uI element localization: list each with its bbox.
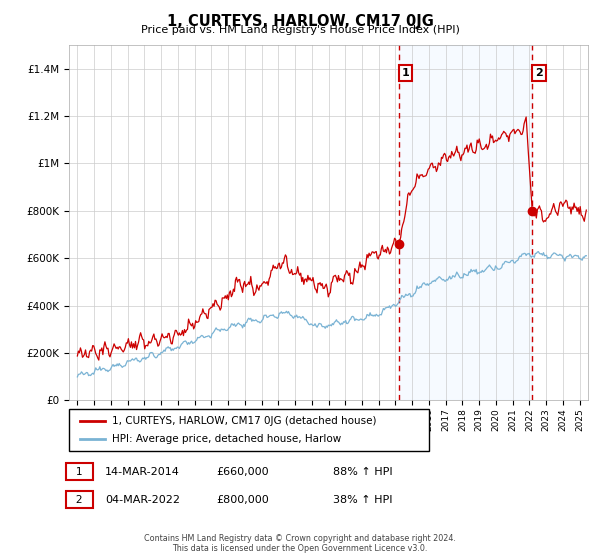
Text: 1, CURTEYS, HARLOW, CM17 0JG: 1, CURTEYS, HARLOW, CM17 0JG xyxy=(167,14,433,29)
Text: Price paid vs. HM Land Registry's House Price Index (HPI): Price paid vs. HM Land Registry's House … xyxy=(140,25,460,35)
Text: 1: 1 xyxy=(401,68,409,78)
Text: 88% ↑ HPI: 88% ↑ HPI xyxy=(333,466,392,477)
Text: 1, CURTEYS, HARLOW, CM17 0JG (detached house): 1, CURTEYS, HARLOW, CM17 0JG (detached h… xyxy=(112,416,377,426)
Text: 2: 2 xyxy=(535,68,543,78)
Text: 14-MAR-2014: 14-MAR-2014 xyxy=(105,466,180,477)
FancyBboxPatch shape xyxy=(69,409,429,451)
Text: 1: 1 xyxy=(69,466,89,477)
Text: HPI: Average price, detached house, Harlow: HPI: Average price, detached house, Harl… xyxy=(112,434,341,444)
Text: 04-MAR-2022: 04-MAR-2022 xyxy=(105,494,180,505)
Text: £660,000: £660,000 xyxy=(216,466,269,477)
Text: 2: 2 xyxy=(69,494,89,505)
Text: Contains HM Land Registry data © Crown copyright and database right 2024.
This d: Contains HM Land Registry data © Crown c… xyxy=(144,534,456,553)
Text: 38% ↑ HPI: 38% ↑ HPI xyxy=(333,494,392,505)
Text: £800,000: £800,000 xyxy=(216,494,269,505)
Bar xyxy=(399,45,532,400)
